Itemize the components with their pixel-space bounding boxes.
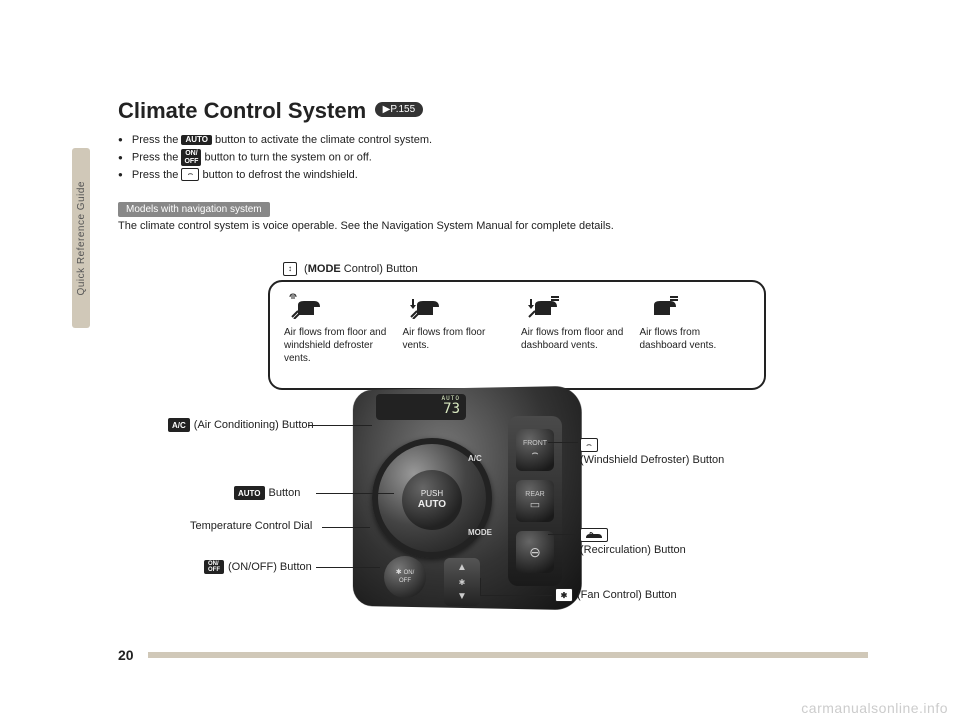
rear-defrost-button[interactable]: REAR ▭ <box>516 480 554 522</box>
lead-line <box>322 527 370 528</box>
instruction-item: Press the ON/ OFF button to turn the sys… <box>118 149 878 167</box>
mode-floor-defrost-icon <box>284 292 395 320</box>
mode-dash-icon <box>640 292 751 320</box>
sidebar-tab: Quick Reference Guide <box>72 148 90 328</box>
auto-push-button[interactable]: PUSH AUTO <box>402 470 462 530</box>
page-reference-badge: ▶P.155 <box>375 102 424 117</box>
page-number: 20 <box>118 647 134 663</box>
recirculation-button[interactable]: ⊖ <box>516 531 554 573</box>
mode-dial-label: MODE <box>468 528 492 537</box>
auto-badge-icon: AUTO <box>181 135 212 146</box>
onoff-button[interactable]: ✱ ON/ OFF <box>384 556 426 598</box>
instruction-item: Press the ⌢ button to defrost the windsh… <box>118 167 878 184</box>
mode-option: Air flows from floor and dashboard vents… <box>521 292 632 380</box>
lead-line <box>548 442 578 443</box>
temperature-display: AUTO 73 <box>376 394 466 420</box>
onoff-callout: ON/ OFF (ON/OFF) Button <box>204 560 312 574</box>
page-content: Climate Control System ▶P.155 Press the … <box>118 98 878 232</box>
fan-down-icon: ▼ <box>457 591 467 602</box>
mode-control-label: ↕ (MODE Control) Button <box>283 262 418 276</box>
lead-line <box>480 578 481 595</box>
lead-line <box>316 567 380 568</box>
lead-line <box>308 425 372 426</box>
footer-bar <box>148 652 868 658</box>
defrost-badge-icon: ⌢ <box>181 168 199 181</box>
auto-icon: AUTO <box>234 486 265 500</box>
model-tag: Models with navigation system <box>118 202 270 217</box>
recirc-callout: (Recirculation) Button <box>580 528 686 556</box>
lead-line <box>480 595 552 596</box>
onoff-badge-icon: ON/ OFF <box>181 149 201 166</box>
mode-icon: ↕ <box>283 262 297 276</box>
instruction-list: Press the AUTO button to activate the cl… <box>118 132 878 184</box>
onoff-icon: ON/ OFF <box>204 560 224 574</box>
lead-line <box>316 493 394 494</box>
mode-option: Air flows from floor and windshield defr… <box>284 292 395 380</box>
fan-up-icon: ▲ <box>457 562 467 573</box>
lead-line <box>548 534 578 535</box>
instruction-item: Press the AUTO button to activate the cl… <box>118 132 878 149</box>
windshield-defrost-icon: ⌢ <box>580 438 598 452</box>
auto-callout: AUTO Button <box>234 486 300 500</box>
ac-dial-label: A/C <box>468 454 482 463</box>
temp-dial-callout: Temperature Control Dial <box>190 520 312 532</box>
ac-callout: A/C (Air Conditioning) Button <box>168 418 314 432</box>
ac-icon: A/C <box>168 418 190 432</box>
mode-option: Air flows from floor vents. <box>403 292 514 380</box>
voice-note: The climate control system is voice oper… <box>118 220 878 232</box>
recirculation-icon <box>580 528 608 542</box>
page-title: Climate Control System <box>118 98 366 124</box>
front-defrost-button[interactable]: FRONT ⌢ <box>516 429 554 471</box>
sidebar-label: Quick Reference Guide <box>76 181 87 295</box>
mode-floor-icon <box>403 292 514 320</box>
fan-icon: ✱ <box>555 588 573 602</box>
fan-callout: ✱ (Fan Control) Button <box>555 588 677 602</box>
mode-floor-dash-icon <box>521 292 632 320</box>
windshield-callout: ⌢ (Windshield Defroster) Button <box>580 438 724 466</box>
mode-popup: Air flows from floor and windshield defr… <box>268 280 766 390</box>
fan-control-button[interactable]: ▲ ✱ ▼ <box>444 558 480 606</box>
climate-control-panel: AUTO 73 PUSH AUTO A/C MODE ✱ ON/ OFF ▲ ✱… <box>350 388 580 608</box>
watermark: carmanualsonline.info <box>801 700 948 716</box>
mode-option: Air flows from dashboard vents. <box>640 292 751 380</box>
